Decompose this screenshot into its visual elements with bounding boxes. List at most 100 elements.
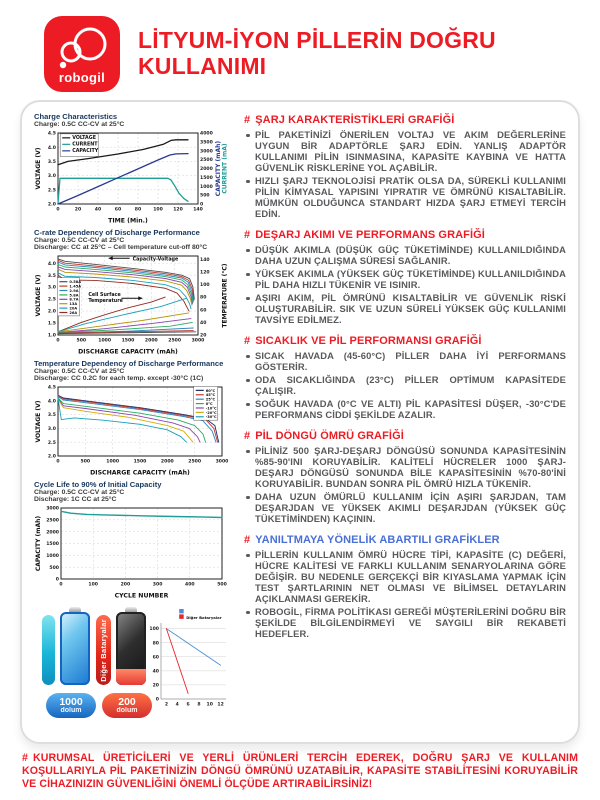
bullet-item: SICAK HAVADA (45-60°C) PİLLER DAHA İYİ P…: [244, 350, 566, 372]
bullet-item: PİLİNİZ 500 ŞARJ-DEŞARJ DÖNGÜSÜ SONUNDA …: [244, 445, 566, 489]
svg-text:CYCLE NUMBER: CYCLE NUMBER: [115, 593, 169, 600]
svg-text:1500: 1500: [134, 459, 147, 465]
chart-subtitle: Charge: 0.5C CC-CV at 25°C: [34, 121, 125, 128]
svg-text:2500: 2500: [188, 459, 201, 465]
svg-text:0: 0: [56, 338, 59, 344]
section-title: DEŞARJ AKIMI VE PERFORMANS GRAFİĞİ: [255, 229, 485, 241]
chart-subtitle: Discharge: CC at 25°C – Cell temperature…: [34, 244, 208, 251]
cycle-life-chart: 0 100 200 300 400 500 0 500 1000 1500 2000 2500 3000…: [35, 506, 227, 600]
svg-text:3000: 3000: [192, 338, 205, 344]
battery-body: [116, 612, 146, 685]
svg-text:4: 4: [176, 702, 179, 708]
svg-text:1000: 1000: [106, 459, 119, 465]
svg-text:500: 500: [200, 193, 210, 199]
hash-icon: #: [244, 534, 251, 546]
bullet-item: PİL PAKETİNİZİ ÖNERİLEN VOLTAJ VE AKIM D…: [244, 129, 566, 173]
section: # YANILTMAYA YÖNELİK ABARTILI GRAFİKLER Pİ…: [244, 534, 566, 639]
dark-battery-icon: [116, 607, 146, 687]
charts-column: Charge Characteristics Charge: 0.5C CC-C…: [34, 112, 234, 732]
chart-block-crate: C-rate Dependency of Discharge Performan…: [34, 228, 234, 355]
svg-text:4.0: 4.0: [48, 145, 56, 151]
chart-title: Temperature Dependency of Discharge Perf…: [34, 359, 224, 368]
svg-text:3.0: 3.0: [48, 426, 56, 432]
svg-text:500: 500: [49, 565, 59, 571]
svg-text:VOLTAGE (V): VOLTAGE (V): [35, 400, 42, 442]
svg-text:TEMPERATURE (°C): TEMPERATURE (°C): [222, 263, 229, 327]
svg-text:3.5: 3.5: [48, 273, 56, 279]
c-rate-discharge-chart: 0 500 1000 1500 2000 2500 3000 1.0 1.5 2.0 2.5 3.0 3…: [35, 255, 229, 355]
chart-title: C-rate Dependency of Discharge Performan…: [34, 228, 200, 237]
svg-text:2000: 2000: [200, 166, 213, 172]
svg-text:CURRENT (mA): CURRENT (mA): [222, 143, 229, 193]
section: # DEŞARJ AKIMI VE PERFORMANS GRAFİĞİ DÜŞÜK…: [244, 229, 566, 325]
svg-text:45°C: 45°C: [206, 393, 216, 397]
svg-text:500: 500: [81, 459, 91, 465]
cycle-comparison-mini-chart: 2 4 6 8 10 12 0 20 40 60 80 100 Diğer Bataryalar: [149, 609, 226, 708]
section: # SICAKLIK VE PİL PERFORMANSI GRAFİĞİ SICA…: [244, 335, 566, 420]
svg-text:60: 60: [200, 307, 206, 313]
svg-text:40: 40: [200, 320, 206, 326]
bullet-item: AŞIRI AKIM, PİL ÖMRÜNÜ KISALTABİLİR VE G…: [244, 292, 566, 325]
svg-text:1500: 1500: [122, 338, 135, 344]
chart-subtitle: Charge: 0.5C CC-CV at 25°C: [34, 368, 125, 375]
svg-text:Capacity-Voltage: Capacity-Voltage: [133, 256, 179, 262]
svg-text:80: 80: [153, 640, 159, 646]
svg-text:140: 140: [193, 207, 203, 213]
svg-text:20: 20: [200, 333, 206, 339]
chart-block-cycle-life: Cycle Life to 90% of Initial Capacity Ch…: [34, 480, 234, 599]
svg-text:2500: 2500: [168, 338, 181, 344]
svg-text:60°C: 60°C: [206, 389, 216, 393]
svg-text:2.0: 2.0: [48, 454, 56, 460]
svg-text:0: 0: [56, 207, 59, 213]
hash-icon: #: [244, 229, 251, 241]
info-sections: # ŞARJ KARAKTERİSTİKLERİ GRAFİĞİ PİL PAKET…: [244, 112, 566, 732]
chart-subtitle: Charge: 0.5C CC-CV at 25°C: [34, 489, 125, 496]
robogil-circles-icon: [59, 27, 107, 69]
svg-text:2.5: 2.5: [48, 440, 56, 446]
svg-text:DISCHARGE CAPACITY (mAh): DISCHARGE CAPACITY (mAh): [90, 470, 190, 477]
svg-text:TIME (Min.): TIME (Min.): [108, 218, 148, 225]
svg-text:0°C: 0°C: [206, 402, 213, 406]
hash-icon: #: [244, 430, 251, 442]
svg-text:3.0: 3.0: [48, 173, 56, 179]
svg-text:1000: 1000: [98, 338, 111, 344]
svg-text:0: 0: [56, 459, 59, 465]
svg-text:1500: 1500: [200, 175, 213, 181]
svg-text:20A: 20A: [69, 307, 77, 311]
svg-text:CAPACITY (mAh): CAPACITY (mAh): [215, 141, 222, 197]
svg-text:0: 0: [156, 697, 159, 703]
svg-text:-20°C: -20°C: [206, 411, 217, 415]
svg-text:2500: 2500: [46, 517, 59, 523]
svg-text:100: 100: [88, 582, 98, 588]
bullet-item: YÜKSEK AKIMLA (YÜKSEK GÜÇ TÜKETİMİNDE) K…: [244, 268, 566, 290]
svg-text:CAPACITY: CAPACITY: [72, 148, 99, 154]
section-title: ŞARJ KARAKTERİSTİKLERİ GRAFİĞİ: [255, 114, 455, 126]
svg-text:120: 120: [200, 269, 210, 275]
svg-text:VOLTAGE (V): VOLTAGE (V): [35, 147, 42, 189]
svg-text:3000: 3000: [216, 459, 229, 465]
svg-text:2.5: 2.5: [48, 297, 56, 303]
battery-terminal: [69, 607, 81, 612]
svg-text:1500: 1500: [46, 541, 59, 547]
section: # PİL DÖNGÜ ÖMRÜ GRAFİĞİ PİLİNİZ 500 ŞARJ-…: [244, 430, 566, 524]
badge-200-dolum: 200 dolum: [102, 693, 152, 718]
svg-text:80: 80: [200, 295, 206, 301]
page-title: LİTYUM-İYON PİLLERİN DOĞRU KULLANIMI: [138, 27, 496, 79]
logo-text: robogil: [58, 70, 106, 85]
bullet-item: HIZLI ŞARJ TEKNOLOJİSİ PRATİK OLSA DA, S…: [244, 175, 566, 219]
robogil-logo: robogil: [44, 16, 120, 92]
svg-text:4.0: 4.0: [48, 261, 56, 267]
svg-text:0: 0: [59, 582, 62, 588]
svg-text:2.9A: 2.9A: [69, 289, 78, 293]
svg-text:3.0: 3.0: [48, 285, 56, 291]
svg-text:2.0: 2.0: [48, 202, 56, 208]
svg-text:1.0: 1.0: [48, 333, 56, 339]
bullet-item: DAHA UZUN ÖMÜRLÜ KULLANIM İÇİN AŞIRI ŞAR…: [244, 491, 566, 524]
svg-text:CAPACITY (mAh): CAPACITY (mAh): [35, 516, 42, 572]
svg-text:4.5: 4.5: [48, 385, 56, 391]
svg-text:VOLTAGE (V): VOLTAGE (V): [35, 274, 42, 316]
red-pill-label: Diğer Bataryalar: [99, 618, 108, 682]
svg-text:200: 200: [121, 582, 131, 588]
svg-text:0.58A: 0.58A: [69, 280, 81, 284]
